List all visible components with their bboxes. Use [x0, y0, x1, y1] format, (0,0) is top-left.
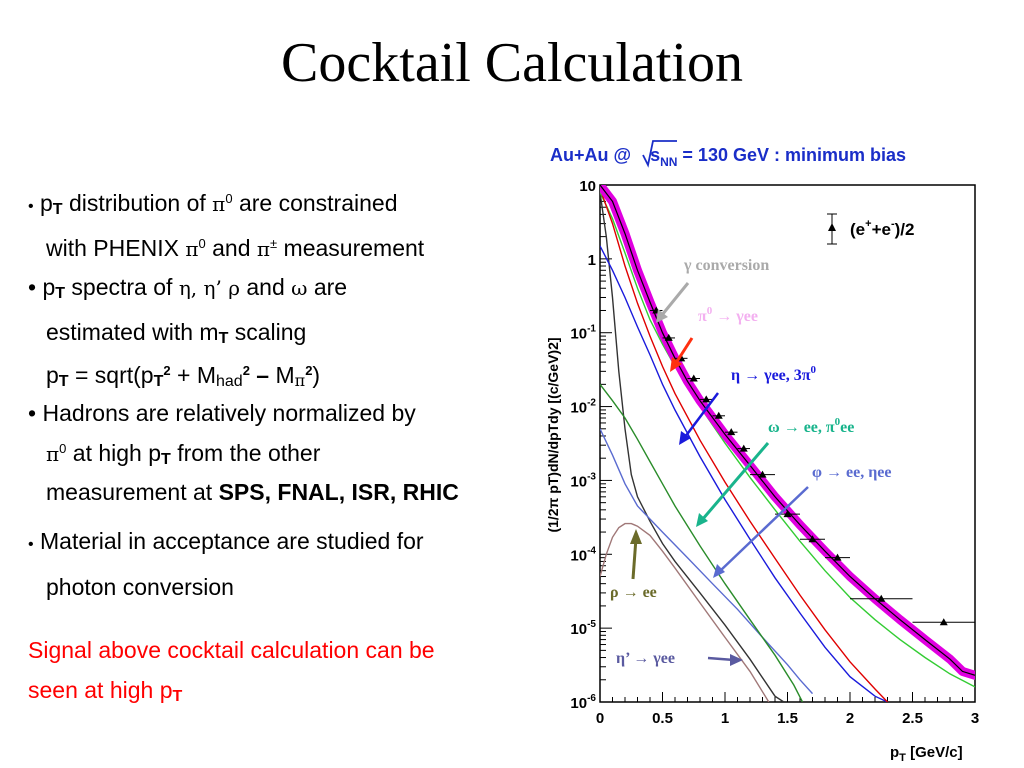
- y-tick-label: 10-4: [570, 545, 596, 564]
- signal-note: Signal above cocktail calculation can be…: [28, 637, 435, 705]
- annotation-eta: η → γee, 3π0: [731, 364, 817, 384]
- x-tick-label: 1.5: [777, 710, 798, 727]
- slide-title: Cocktail Calculation: [281, 32, 743, 94]
- data-point: [939, 618, 948, 626]
- plot-frame: [599, 184, 976, 703]
- x-axis-label: pT [GeV/c]: [890, 744, 963, 763]
- data-point: [714, 411, 723, 419]
- x-tick-label: 2: [846, 710, 854, 727]
- x-tick-label: 0: [596, 710, 604, 727]
- data-point: [689, 374, 698, 382]
- data-point: [783, 510, 792, 518]
- series-line-6: [600, 188, 889, 702]
- annotation-phi: φ → ee, ηee: [812, 464, 891, 481]
- y-tick-label: 10-2: [570, 398, 596, 417]
- y-tick-label: 10-3: [570, 471, 596, 490]
- bullet-pi0-constraint: • pT distribution of π0 are constrained …: [28, 190, 425, 261]
- x-tick-label: 1: [721, 710, 729, 727]
- x-tick-label: 2.5: [902, 710, 923, 727]
- y-tick-label: 10-1: [570, 324, 596, 343]
- annotation-pi0: π0 → γee: [698, 305, 758, 325]
- y-tick-label: 10: [579, 178, 596, 195]
- bullet-material: • Material in acceptance are studied for…: [28, 528, 424, 600]
- series-line-0: [600, 192, 785, 702]
- y-tick-label: 10-6: [570, 693, 596, 712]
- x-tick-label: 3: [971, 710, 979, 727]
- legend-label: (e++e-)/2: [850, 218, 914, 239]
- y-axis-label: (1/2π pT)dN/dpTdy [(c/GeV)2]: [545, 337, 561, 532]
- data-point: [702, 395, 711, 403]
- data-point: [808, 535, 817, 543]
- chart-title: Au+Au @ sNN = 130 GeV : minimum bias: [550, 145, 906, 169]
- series-line-4: [600, 245, 888, 702]
- annotation-gamma-conversion: γ conversion: [683, 257, 769, 274]
- sqrt-sign: [642, 140, 677, 168]
- bullet-normalization: • Hadrons are relatively normalized by π…: [28, 400, 459, 505]
- data-point: [758, 470, 767, 478]
- y-tick-label: 1: [588, 252, 596, 269]
- data-point: [739, 444, 748, 452]
- annotation-rho: ρ → ee: [610, 584, 657, 601]
- y-tick-label: 10-5: [570, 619, 596, 638]
- data-point: [877, 594, 886, 602]
- series-line-1: [600, 522, 770, 702]
- data-point: [833, 553, 842, 561]
- series-line-3: [600, 383, 804, 702]
- annotations: γ conversion π0 → γee η → γee, 3π0 ω → e…: [610, 257, 891, 667]
- cocktail-chart: Au+Au @ sNN = 130 GeV : minimum bias (1/…: [545, 140, 979, 763]
- legend: (e++e-)/2: [827, 213, 914, 245]
- series-line-2: [600, 428, 814, 695]
- series-line-5: [600, 191, 975, 688]
- bullet-mt-scaling: • pT spectra of η, η’ ρ and ω are estima…: [28, 274, 348, 390]
- annotation-eta-prime: η’ → γee: [616, 650, 675, 667]
- annotation-omega: ω → ee, π0ee: [768, 416, 854, 436]
- data-point: [727, 428, 736, 436]
- x-tick-label: 0.5: [652, 710, 673, 727]
- data-point: [664, 333, 673, 341]
